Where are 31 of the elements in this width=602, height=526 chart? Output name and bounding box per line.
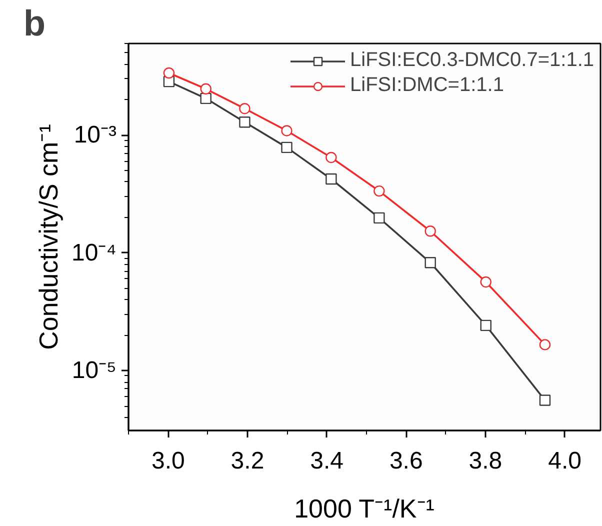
legend-label: LiFSI:DMC=1:1.1 xyxy=(350,74,504,97)
y-axis-title: Conductivity/S cm⁻¹ xyxy=(33,124,64,350)
point xyxy=(326,152,337,164)
point xyxy=(374,212,385,224)
point xyxy=(281,125,292,136)
x-tick-label: 4.0 xyxy=(548,448,582,474)
point xyxy=(424,257,436,268)
point xyxy=(539,339,551,350)
x-tick-label: 3.6 xyxy=(389,448,423,474)
x-axis-title: 1000 T⁻¹/K⁻¹ xyxy=(294,494,435,524)
legend-label: LiFSI:EC0.3-DMC0.7=1:1.1 xyxy=(350,49,594,72)
point xyxy=(163,67,175,79)
point xyxy=(326,173,337,185)
point xyxy=(539,394,551,406)
point xyxy=(281,142,292,154)
y-tick-label: 10⁻⁴ xyxy=(71,239,117,266)
point xyxy=(424,226,436,237)
point xyxy=(480,276,492,288)
point xyxy=(200,92,212,104)
point xyxy=(239,116,250,128)
text: b xyxy=(24,2,46,44)
y-tick-label: 10⁻³ xyxy=(74,122,117,149)
point xyxy=(200,83,212,94)
point xyxy=(239,103,250,114)
point xyxy=(480,320,492,332)
x-tick-label: 3.8 xyxy=(468,448,502,474)
y-tick-label: 10⁻⁵ xyxy=(72,357,117,384)
point xyxy=(374,185,385,197)
x-tick-label: 3.2 xyxy=(230,448,264,474)
x-tick-label: 3.0 xyxy=(151,448,185,474)
x-tick-label: 3.4 xyxy=(310,448,344,474)
